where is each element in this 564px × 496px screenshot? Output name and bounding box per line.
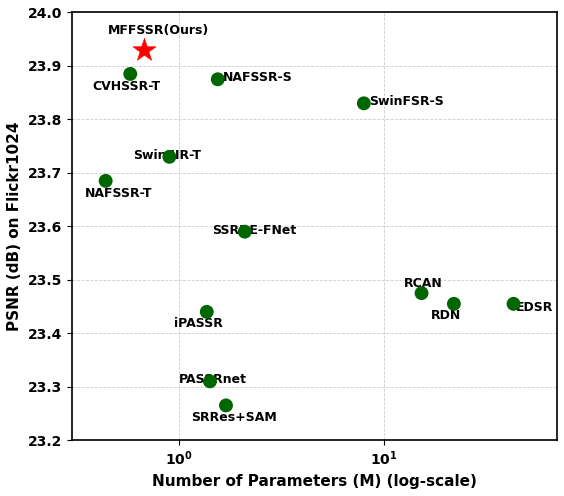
Text: EDSR: EDSR [515, 301, 553, 314]
Text: SSRDE-FNet: SSRDE-FNet [212, 224, 296, 237]
Text: PASSRnet: PASSRnet [179, 373, 247, 386]
Text: SwinFIR-T: SwinFIR-T [133, 149, 201, 162]
Text: CVHSSR-T: CVHSSR-T [92, 80, 161, 93]
Point [202, 308, 212, 316]
Text: NAFSSR-S: NAFSSR-S [223, 71, 293, 84]
Point [140, 46, 149, 54]
Text: RCAN: RCAN [404, 277, 442, 290]
Point [359, 99, 368, 107]
Point [165, 153, 174, 161]
Point [101, 177, 110, 185]
Point [222, 401, 231, 409]
Text: RDN: RDN [431, 309, 461, 322]
Point [240, 228, 249, 236]
Point [450, 300, 459, 308]
Point [213, 75, 222, 83]
Text: NAFSSR-T: NAFSSR-T [85, 186, 153, 200]
Point [509, 300, 518, 308]
X-axis label: Number of Parameters (M) (log-scale): Number of Parameters (M) (log-scale) [152, 474, 477, 489]
Point [417, 289, 426, 297]
Text: SwinFSR-S: SwinFSR-S [369, 95, 444, 108]
Text: iPASSR: iPASSR [174, 317, 223, 330]
Y-axis label: PSNR (dB) on Flickr1024: PSNR (dB) on Flickr1024 [7, 122, 22, 331]
Point [205, 377, 214, 385]
Text: SRRes+SAM: SRRes+SAM [191, 411, 277, 424]
Text: MFFSSR(Ours): MFFSSR(Ours) [108, 23, 209, 37]
Point [126, 70, 135, 78]
